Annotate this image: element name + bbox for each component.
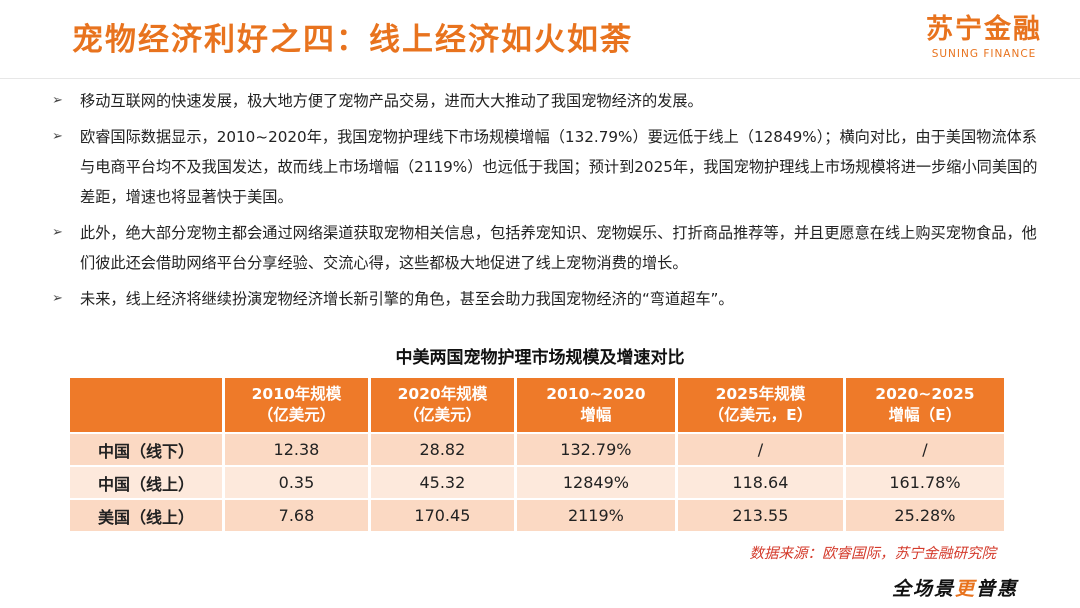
header-cell-2025-size: 2025年规模 （亿美元，E）	[674, 378, 843, 432]
row-label: 中国（线上）	[70, 465, 222, 498]
table-cell: 0.35	[222, 465, 368, 498]
table-cell: /	[842, 432, 1004, 465]
footer-slogan: 全场景更普惠	[891, 578, 1018, 600]
table-cell: 118.64	[674, 465, 843, 498]
table-cell: 7.68	[222, 498, 368, 531]
header-cell-2010-size: 2010年规模 （亿美元）	[222, 378, 368, 432]
header-divider	[0, 78, 1080, 79]
row-label: 美国（线上）	[70, 498, 222, 531]
page-title: 宠物经济利好之四：线上经济如火如荼	[72, 22, 633, 58]
bullet-list: ➢ 移动互联网的快速发展，极大地方便了宠物产品交易，进而大大推动了我国宠物经济的…	[52, 86, 1042, 320]
bullet-item: ➢ 此外，绝大部分宠物主都会通过网络渠道获取宠物相关信息，包括养宠知识、宠物娱乐…	[52, 218, 1042, 278]
bullet-text: 未来，线上经济将继续扮演宠物经济增长新引擎的角色，甚至会助力我国宠物经济的“弯道…	[80, 290, 734, 308]
arrow-bullet-icon: ➢	[52, 93, 63, 108]
table-cell: 132.79%	[513, 432, 675, 465]
arrow-bullet-icon: ➢	[52, 129, 63, 144]
bullet-text: 此外，绝大部分宠物主都会通过网络渠道获取宠物相关信息，包括养宠知识、宠物娱乐、打…	[80, 224, 1037, 272]
logo-chinese-text: 苏宁金融	[926, 14, 1042, 45]
row-label: 中国（线下）	[70, 432, 222, 465]
bullet-text: 欧睿国际数据显示，2010~2020年，我国宠物护理线下市场规模增幅（132.7…	[80, 128, 1038, 206]
header-cell-2020-2025-growth: 2020~2025 增幅（E）	[842, 378, 1004, 432]
table-title: 中美两国宠物护理市场规模及增速对比	[395, 348, 685, 368]
arrow-bullet-icon: ➢	[52, 225, 63, 240]
suning-finance-logo: 苏宁金融 SUNING FINANCE	[926, 14, 1042, 60]
header-cell-2010-2020-growth: 2010~2020 增幅	[513, 378, 675, 432]
table-row: 中国（线下） 12.38 28.82 132.79% / /	[70, 432, 1004, 465]
data-source-note: 数据来源：欧睿国际，苏宁金融研究院	[749, 546, 997, 562]
arrow-bullet-icon: ➢	[52, 291, 63, 306]
table-cell: 2119%	[513, 498, 675, 531]
table-row: 中国（线上） 0.35 45.32 12849% 118.64 161.78%	[70, 465, 1004, 498]
table-cell: 12849%	[513, 465, 675, 498]
table-cell: 161.78%	[842, 465, 1004, 498]
table-cell: 45.32	[367, 465, 514, 498]
table-cell: 25.28%	[842, 498, 1004, 531]
table-cell: /	[674, 432, 843, 465]
table-cell: 28.82	[367, 432, 514, 465]
bullet-item: ➢ 移动互联网的快速发展，极大地方便了宠物产品交易，进而大大推动了我国宠物经济的…	[52, 86, 1042, 116]
logo-english-text: SUNING FINANCE	[931, 48, 1037, 60]
bullet-item: ➢ 未来，线上经济将继续扮演宠物经济增长新引擎的角色，甚至会助力我国宠物经济的“…	[52, 284, 1042, 314]
header-cell-2020-size: 2020年规模 （亿美元）	[367, 378, 514, 432]
table-header-row: 2010年规模 （亿美元） 2020年规模 （亿美元） 2010~2020 增幅 20…	[70, 378, 1004, 432]
table-row: 美国（线上） 7.68 170.45 2119% 213.55 25.28%	[70, 498, 1004, 531]
table-cell: 213.55	[674, 498, 843, 531]
table-cell: 170.45	[367, 498, 514, 531]
market-comparison-table: 2010年规模 （亿美元） 2020年规模 （亿美元） 2010~2020 增幅 20…	[70, 378, 1004, 531]
bullet-item: ➢ 欧睿国际数据显示，2010~2020年，我国宠物护理线下市场规模增幅（132…	[52, 122, 1042, 212]
table-cell: 12.38	[222, 432, 368, 465]
bullet-text: 移动互联网的快速发展，极大地方便了宠物产品交易，进而大大推动了我国宠物经济的发展…	[80, 92, 703, 110]
header-cell-blank	[70, 378, 222, 432]
